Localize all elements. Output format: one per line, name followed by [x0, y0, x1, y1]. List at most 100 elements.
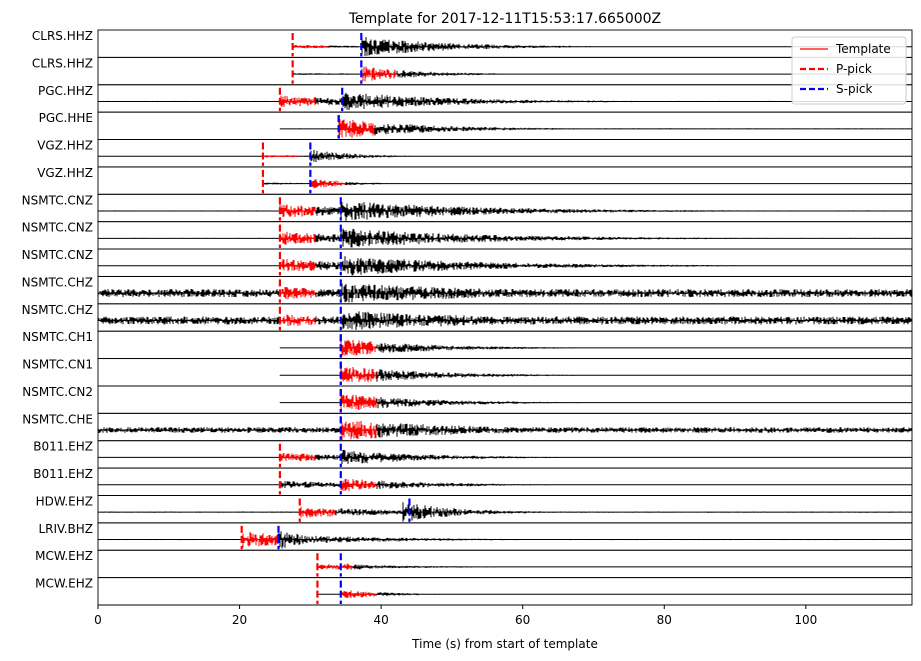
trace-label: PGC.HHE: [39, 111, 93, 125]
panel-frame: [97, 139, 913, 168]
template-segment: [340, 479, 377, 491]
panel-frame: [97, 412, 913, 442]
trace-label: HDW.EHZ: [36, 494, 93, 508]
template-segment: [340, 339, 377, 357]
template-segment: [262, 155, 299, 158]
trace-panel: NSMTC.CN2: [22, 385, 913, 414]
template-segment: [279, 259, 316, 271]
panel-frame: [97, 577, 913, 606]
template-segment: [340, 421, 377, 441]
template-segment: [299, 506, 336, 518]
panel-frame: [97, 193, 913, 223]
legend-entry-label: S-pick: [836, 82, 872, 96]
waveform-trace: [262, 179, 913, 189]
waveform-trace: [97, 92, 913, 110]
waveform-trace: [279, 365, 913, 382]
waveform-trace: [279, 119, 913, 138]
panel-frame: [97, 84, 913, 113]
x-tick-label: 80: [657, 613, 672, 627]
panel-frame: [97, 467, 913, 496]
trace-panel: NSMTC.CN1: [22, 358, 913, 387]
x-axis: 0 20 40 60 80 100: [94, 604, 912, 627]
waveform-trace: [97, 311, 913, 330]
trace-label: NSMTC.CNZ: [22, 248, 93, 262]
waveform-trace: [97, 449, 913, 464]
trace-panel: PGC.HHE: [39, 111, 913, 140]
trace-label: NSMTC.CN2: [22, 385, 93, 399]
trace-panel: NSMTC.CNZ: [22, 248, 913, 277]
template-segment: [279, 314, 316, 326]
trace-panel: NSMTC.CHE: [22, 412, 913, 442]
trace-label: CLRS.HHZ: [32, 56, 93, 70]
trace-label: NSMTC.CNZ: [22, 193, 93, 207]
panel-frame: [97, 358, 913, 387]
trace-panel: CLRS.HHZ: [32, 56, 913, 86]
template-segment: [279, 231, 316, 245]
waveform-trace: [317, 563, 913, 570]
trace-label: NSMTC.CNZ: [22, 221, 93, 235]
x-tick-label: 0: [94, 613, 102, 627]
waveform-trace: [97, 479, 913, 491]
template-segment: [279, 287, 316, 299]
trace-label: MCW.EHZ: [35, 577, 93, 591]
panel-frame: [97, 56, 913, 86]
waveform-trace: [97, 283, 913, 303]
template-segment: [279, 96, 316, 107]
trace-label: B011.EHZ: [33, 467, 93, 481]
trace-label: CLRS.HHZ: [32, 29, 93, 43]
trace-label: VGZ.HHZ: [37, 166, 93, 180]
trace-panel: B011.EHZ: [33, 440, 913, 469]
chart-title: Template for 2017-12-11T15:53:17.665000Z: [348, 11, 661, 27]
trace-panels: CLRS.HHZ CLRS.HHZ PGC.HHZ PGC.HHE VGZ.HHZ VGZ…: [22, 29, 913, 606]
legend-box: [791, 36, 907, 105]
waveform-trace: [97, 150, 913, 162]
trace-panel: PGC.HHZ: [38, 84, 913, 113]
waveform-trace: [97, 502, 913, 522]
trace-panel: NSMTC.CH1: [22, 330, 913, 360]
trace-label: NSMTC.CHE: [22, 412, 93, 426]
template-segment: [361, 66, 397, 82]
x-axis-label: Time (s) from start of template: [411, 637, 598, 651]
panel-frame: [97, 440, 913, 469]
trace-panel: NSMTC.CNZ: [22, 193, 913, 223]
trace-panel: MCW.EHZ: [35, 577, 913, 606]
panel-frame: [97, 549, 913, 579]
legend-entry-label: Template: [835, 42, 891, 56]
template-segment: [310, 179, 346, 189]
panel-frame: [97, 330, 913, 360]
template-segment: [292, 45, 329, 49]
trace-panel: NSMTC.CNZ: [22, 221, 913, 250]
trace-label: PGC.HHZ: [38, 84, 93, 98]
panel-frame: [97, 522, 913, 551]
trace-label: VGZ.HHZ: [37, 139, 93, 153]
legend: Template P-pick S-pick: [791, 36, 907, 105]
trace-panel: LRIV.BHZ: [38, 522, 913, 551]
trace-panel: B011.EHZ: [33, 467, 913, 496]
template-segment: [340, 365, 377, 382]
trace-label: NSMTC.CN1: [22, 358, 93, 372]
trace-panel: HDW.EHZ: [36, 494, 913, 524]
trace-panel: VGZ.HHZ: [37, 166, 913, 195]
x-tick-label: 40: [373, 613, 388, 627]
waveform-trace: [97, 201, 913, 221]
template-segment: [338, 119, 375, 138]
template-segment: [279, 204, 316, 217]
trace-panel: CLRS.HHZ: [32, 29, 913, 58]
trace-label: B011.EHZ: [33, 440, 93, 454]
trace-label: LRIV.BHZ: [38, 522, 93, 536]
panel-frame: [97, 166, 913, 195]
waveform-trace: [97, 256, 913, 276]
x-tick-label: 60: [515, 613, 530, 627]
panel-frame: [97, 221, 913, 250]
trace-label: MCW.EHZ: [35, 549, 93, 563]
trace-label: NSMTC.CHZ: [22, 303, 93, 317]
waveform-trace: [97, 531, 913, 549]
template-segment: [279, 453, 316, 462]
panel-frame: [97, 111, 913, 140]
legend-entry-label: P-pick: [836, 62, 872, 76]
template-segment: [340, 590, 377, 598]
waveform-trace: [97, 421, 913, 441]
panel-frame: [97, 495, 913, 524]
waveform-trace: [317, 590, 913, 598]
